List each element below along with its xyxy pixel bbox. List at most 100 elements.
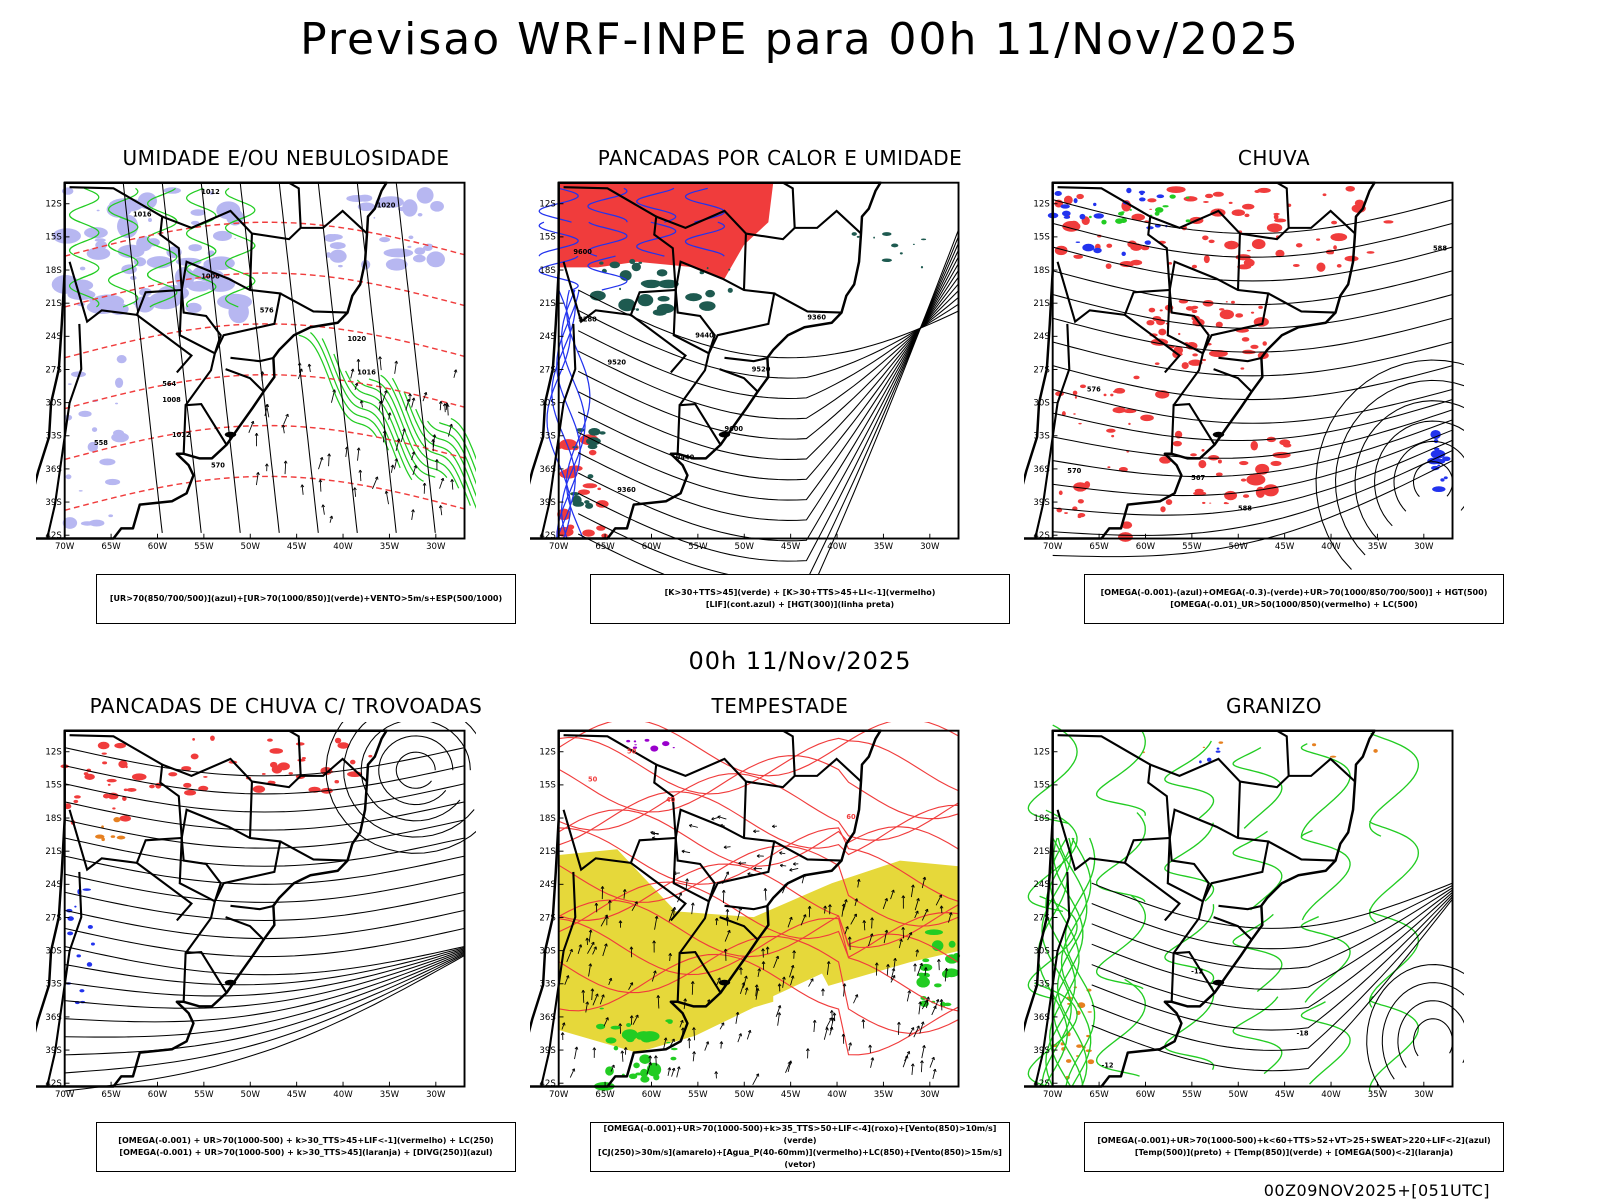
border-line (1149, 757, 1241, 839)
arrow-head (431, 439, 435, 443)
border-line (288, 729, 302, 776)
wind-arrow (668, 909, 674, 922)
border-line (69, 186, 183, 291)
rain-red-north-cell (1257, 243, 1265, 249)
rain-blue (1047, 187, 1168, 257)
arrow-head (735, 1011, 740, 1015)
wind-arrow (382, 430, 386, 443)
wind-arrow (841, 903, 845, 917)
rain-red-north-cell (1147, 198, 1157, 203)
wind-arrow (890, 968, 895, 980)
humidity-low-contours-line (68, 187, 100, 223)
arrow-head (254, 433, 259, 436)
arrow-head (356, 358, 361, 362)
humidity-upper-ne-cell (379, 236, 391, 243)
lifted-index-contours-line (636, 221, 677, 257)
rain-red-north-cell (1224, 240, 1239, 250)
wind-arrow (677, 892, 682, 903)
contour-label: 9600 (724, 425, 743, 433)
rain-red-north-cell (1316, 262, 1326, 272)
hgt300-contours-line (577, 296, 959, 400)
lon-label: 60W (148, 1090, 168, 1100)
temp850-contours-line (1096, 894, 1146, 990)
arrow-head (719, 1041, 724, 1045)
pressure-contours-line (239, 182, 280, 533)
rain-red-center-cell (1192, 353, 1198, 357)
humid-andes-cell (587, 474, 594, 479)
wind-arrow (711, 817, 719, 820)
contour-label: 567 (1191, 474, 1205, 482)
wind-arrow (934, 999, 939, 1009)
border-line (288, 181, 302, 228)
humidity-low-ocean-line (344, 370, 424, 482)
arrow-head (654, 915, 659, 919)
wind-arrow (561, 1022, 565, 1030)
arrow-head (904, 1055, 909, 1059)
humid-area-cell (599, 261, 604, 265)
legend-line: [K>30+TTS>45](verde) + [K>30+TTS>45+LI<-… (664, 588, 936, 597)
wind-arrow (451, 479, 454, 490)
lat-label: 24S (45, 880, 61, 890)
streamlines-line (1052, 365, 1453, 401)
humidity-upper-andes-cell (78, 410, 92, 417)
arrow-head (755, 1073, 760, 1077)
storm-red-cell (261, 772, 266, 775)
lon-label: 70W (55, 1090, 75, 1100)
border-line (251, 757, 368, 789)
rain-red-ocean-cell (1246, 473, 1266, 486)
contour-label: -12 (1191, 968, 1203, 976)
frame-border (63, 729, 466, 1088)
border-line (1057, 186, 1171, 291)
wind-arrow (378, 401, 382, 411)
arrow-head (753, 829, 757, 834)
lon-label: 35W (1368, 1090, 1388, 1100)
contour-label: 9600 (573, 248, 592, 256)
rain-blue-cell (1054, 190, 1062, 197)
storm-red-cell (301, 756, 306, 760)
panel-legend: [OMEGA(-0.001)+UR>70(1000-500)+k<60+TTS>… (1084, 1122, 1504, 1172)
wind-arrow (914, 898, 920, 911)
land-outline (530, 181, 882, 540)
arrow-head (803, 914, 807, 918)
humidity-upper-ne-cell (407, 245, 412, 249)
border-line (161, 209, 253, 291)
wind-arrow (359, 469, 362, 482)
wind-arrow (890, 889, 895, 900)
wind850-green-east-cell (922, 958, 930, 963)
arrow-head (805, 1048, 810, 1052)
wind-arrow (411, 451, 415, 461)
wind-arrow (871, 917, 873, 929)
hgt500-labels: 588 576 570 567 588 (1067, 244, 1447, 512)
wind-arrow (915, 949, 919, 957)
legend-line: [OMEGA(-0.001)+UR>70(1000-500)+k<60+TTS>… (1097, 1136, 1491, 1145)
arrow-head (926, 996, 930, 1000)
rain-red-ocean-cell (1217, 459, 1222, 464)
wind-arrow (691, 981, 694, 995)
lat-label: 42S (45, 531, 61, 541)
rain-red-north-cell (1295, 243, 1303, 248)
rain-red-north-cell (1257, 187, 1271, 193)
arrow-head (650, 830, 654, 835)
wind-arrow (328, 453, 330, 467)
wind850-green-cell (635, 1072, 642, 1076)
arrow-head (916, 1025, 920, 1029)
contour-label: -18 (1296, 1030, 1308, 1038)
wind-arrow (826, 961, 830, 975)
rain-blue-east-cell (1440, 478, 1445, 482)
wind-arrow (354, 487, 357, 497)
lifted-index-contours-line (684, 221, 726, 257)
rain-blue-cell (1138, 190, 1146, 194)
storm-red-cell (131, 773, 147, 781)
humidity-upper-ne-cell (346, 195, 368, 202)
wind-arrow (790, 975, 794, 986)
humid-area-cell (728, 268, 731, 271)
wind-arrow (921, 1045, 925, 1059)
arrow-head (406, 398, 411, 403)
wind-arrow (585, 1001, 589, 1013)
humidity-low-ocean-line (438, 422, 476, 473)
humidity-upper-cell (67, 289, 96, 301)
humidity-upper-andes-cell (87, 441, 99, 453)
rain-blue-cell (1082, 243, 1095, 252)
wind850-green-cell (599, 1007, 604, 1010)
arrow-head (717, 815, 721, 819)
